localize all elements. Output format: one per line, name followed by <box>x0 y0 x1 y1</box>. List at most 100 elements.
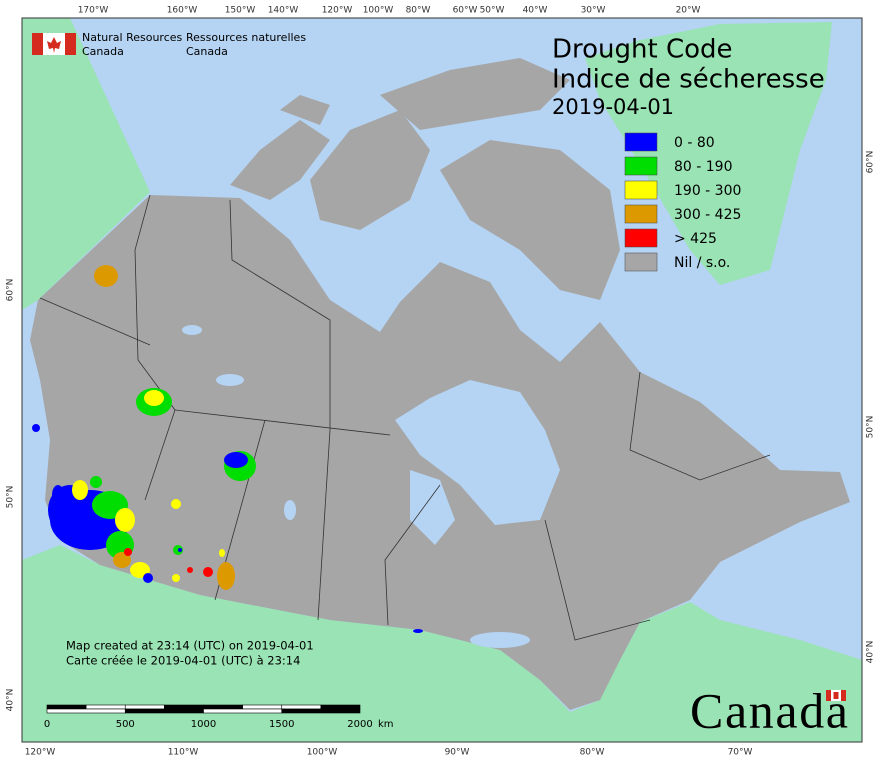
org-en: Natural Resources <box>82 31 183 44</box>
border <box>629 371 771 481</box>
org-fr: Ressources naturelles <box>186 31 306 44</box>
drought-area <box>217 562 235 590</box>
graticule-label: 50°W <box>480 6 505 16</box>
baffin-island <box>440 140 620 300</box>
scale-label: 2000 <box>347 719 372 730</box>
scale-segment <box>46 704 87 710</box>
james-bay <box>410 470 455 545</box>
island <box>280 95 330 125</box>
scale-segment <box>281 704 322 710</box>
drought-area <box>124 548 132 556</box>
scale-segment <box>124 708 204 714</box>
wordmark: Canada <box>690 682 848 738</box>
drought-area <box>113 552 131 568</box>
scale-segment <box>242 704 283 710</box>
border <box>134 194 176 501</box>
drought-area <box>52 485 64 505</box>
border <box>384 484 441 626</box>
drought-area <box>203 567 213 577</box>
graticule-label: 70°W <box>728 748 753 758</box>
lake <box>284 500 296 520</box>
lake <box>470 632 530 648</box>
date: 2019-04-01 <box>552 95 674 119</box>
scale-label: 1500 <box>269 719 294 730</box>
title: Drought Code <box>552 35 733 65</box>
legend-swatch <box>624 156 658 176</box>
scale-label: 500 <box>116 719 135 730</box>
foreign-land <box>22 18 150 310</box>
graticule-label: 140°W <box>268 6 299 16</box>
flag-band <box>65 33 76 55</box>
drought-area <box>187 567 193 573</box>
drought-area <box>172 574 180 582</box>
drought-area <box>90 476 102 488</box>
scale-segment <box>85 704 126 710</box>
legend-swatch <box>624 180 658 200</box>
footer: Map created at 23:14 (UTC) on 2019-04-01 <box>66 639 314 653</box>
graticule-label: 100°W <box>307 748 338 758</box>
scale-unit: km <box>378 719 394 730</box>
graticule-label: 120°W <box>322 6 353 16</box>
legend-swatch <box>624 252 658 272</box>
border <box>39 297 151 346</box>
drought-area <box>94 265 118 287</box>
maple-leaf <box>47 37 61 53</box>
drought-area <box>171 499 181 509</box>
lake <box>216 374 244 386</box>
graticule-label: 170°W <box>78 6 109 16</box>
graticule-label: 120°W <box>25 748 56 758</box>
drought-area <box>143 573 153 583</box>
graticule-label: 80°W <box>406 6 431 16</box>
graticule-label: 30°W <box>581 6 606 16</box>
hudson-bay <box>395 380 560 525</box>
graticule-label: 20°W <box>676 6 701 16</box>
border <box>544 519 651 641</box>
graticule-label: 150°W <box>225 6 256 16</box>
graticule-label: 90°W <box>445 748 470 758</box>
border <box>174 409 391 436</box>
drought-area <box>178 548 182 552</box>
island <box>380 58 570 130</box>
flag-band <box>826 690 831 701</box>
graticule-label: 60°N <box>866 151 876 174</box>
graticule-label: 160°W <box>167 6 198 16</box>
drought-area <box>144 390 164 406</box>
graticule-label: 80°W <box>580 748 605 758</box>
legend-label: Nil / s.o. <box>674 255 730 271</box>
legend-swatch <box>624 228 658 248</box>
scale-segment <box>281 708 361 714</box>
legend-swatch <box>624 204 658 224</box>
flag-band <box>841 690 846 701</box>
scale-label: 0 <box>44 719 50 730</box>
scale-segment <box>203 708 283 714</box>
legend-swatch <box>624 132 658 152</box>
drought-area <box>219 549 225 557</box>
graticule-label: 50°N <box>6 486 16 509</box>
legend-label: 0 - 80 <box>674 135 715 151</box>
united-states <box>22 545 862 742</box>
legend-label: 190 - 300 <box>674 183 741 199</box>
legend-label: > 425 <box>674 231 717 247</box>
drought-area <box>413 629 423 633</box>
legend-label: 300 - 425 <box>674 207 741 223</box>
scale-segment <box>203 704 243 710</box>
graticule-label: 40°W <box>523 6 548 16</box>
legend-label: 80 - 190 <box>674 159 733 175</box>
org-en: Canada <box>82 45 124 58</box>
border <box>317 429 331 621</box>
border <box>229 199 331 430</box>
maple-leaf <box>833 692 839 699</box>
island <box>310 110 430 230</box>
graticule-label: 100°W <box>363 6 394 16</box>
graticule-label: 60°W <box>453 6 478 16</box>
title: Indice de sécheresse <box>552 65 825 95</box>
graticule-label: 60°N <box>6 279 16 302</box>
greenland <box>585 22 832 285</box>
graticule-label: 40°N <box>6 689 16 712</box>
footer: Carte créée le 2019-04-01 (UTC) à 23:14 <box>66 654 300 668</box>
scale-segment <box>124 704 165 710</box>
scale-segment <box>46 708 126 714</box>
scale-segment <box>164 704 204 710</box>
lake <box>182 325 202 335</box>
